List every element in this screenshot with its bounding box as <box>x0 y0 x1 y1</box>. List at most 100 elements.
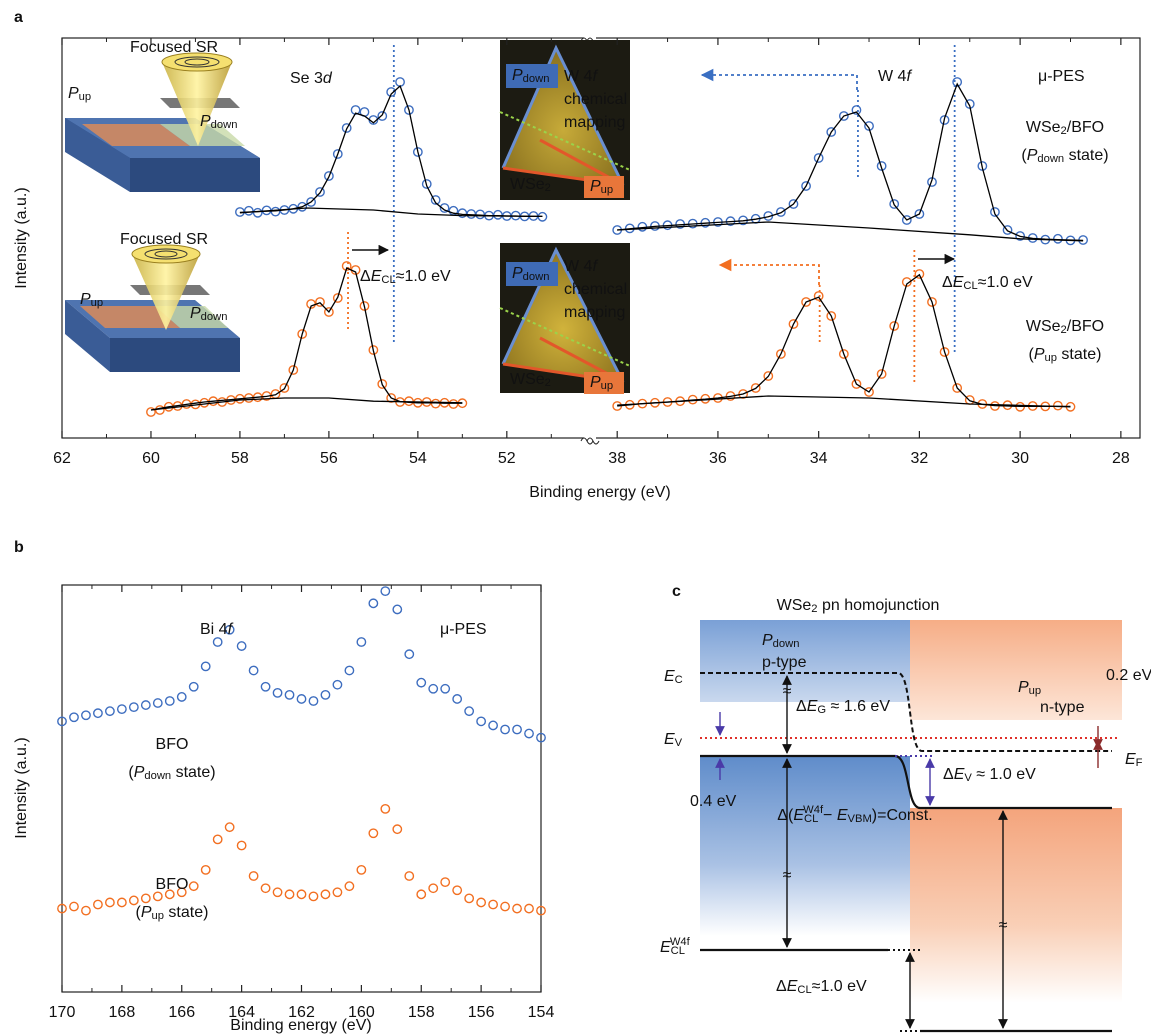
data-point <box>118 898 126 906</box>
text-span: state) <box>1057 346 1101 363</box>
text-span: W 4 <box>564 258 593 275</box>
annotation: (Pdown state) <box>128 764 215 782</box>
text-span: E <box>664 668 675 685</box>
text-span: 2 <box>545 182 551 194</box>
annotation: WSe2/BFO <box>1026 318 1104 336</box>
text-span: Δ <box>942 274 953 291</box>
data-point <box>106 707 114 715</box>
text-span: up <box>601 184 613 196</box>
map-arrow <box>720 265 819 285</box>
text-span: up <box>79 91 91 103</box>
text-span: up <box>1029 685 1041 697</box>
data-point <box>513 904 521 912</box>
text-span: f <box>228 621 234 638</box>
data-point <box>476 210 484 218</box>
data-point <box>467 210 475 218</box>
data-point <box>82 906 90 914</box>
x-tick-label: 34 <box>810 450 828 467</box>
x-tick-label: 52 <box>498 450 516 467</box>
x-tick-label: 170 <box>49 1004 76 1021</box>
x-tick-label: 166 <box>168 1004 195 1021</box>
text-span: f <box>906 68 912 85</box>
data-point <box>405 650 413 658</box>
text-span: C <box>675 674 683 686</box>
annotation: chemical <box>564 281 627 298</box>
data-point <box>381 805 389 813</box>
text-span: WSe <box>510 176 545 193</box>
x-tick-label: 156 <box>468 1004 495 1021</box>
text-span: P <box>512 265 523 282</box>
text-span: 2 <box>545 377 551 389</box>
data-point <box>254 209 262 217</box>
data-point <box>431 399 439 407</box>
text-span: P <box>134 764 145 781</box>
x-tick-label: 62 <box>53 450 71 467</box>
text-span: /BFO <box>1067 318 1104 335</box>
data-point <box>249 666 257 674</box>
annotation: chemical <box>564 91 627 108</box>
diagram-label: ≈ <box>783 867 792 884</box>
text-span: P <box>512 67 523 84</box>
data-point <box>525 729 533 737</box>
data-point <box>142 894 150 902</box>
y-axis-label: Intensity (a.u.) <box>13 187 30 288</box>
text-span: P <box>762 632 773 649</box>
text-span: P <box>1027 147 1038 164</box>
text-span: down <box>773 638 800 650</box>
text-span: E <box>664 731 675 748</box>
data-point <box>441 685 449 693</box>
annotation: μ-PES <box>1038 68 1085 85</box>
text-span: − <box>823 807 837 824</box>
diagram-label: ΔEG ≈ 1.6 eV <box>796 698 890 716</box>
text-span: down <box>144 770 171 782</box>
annotation: (Pdown state) <box>1021 147 1108 165</box>
data-point <box>237 841 245 849</box>
data-point <box>369 829 377 837</box>
annotation: W 4f <box>564 258 598 275</box>
text-span: W4f <box>670 936 691 948</box>
text-span: ≈1.0 eV <box>978 274 1033 291</box>
data-point <box>489 721 497 729</box>
data-point <box>345 882 353 890</box>
annotation: W 4f <box>878 68 912 85</box>
data-point <box>393 605 401 613</box>
data-point <box>489 900 497 908</box>
data-point <box>154 892 162 900</box>
data-point <box>378 112 386 120</box>
text-span: P <box>80 291 91 308</box>
x-tick-label: 58 <box>231 450 249 467</box>
annotation: Pdown <box>200 113 237 131</box>
data-point <box>130 703 138 711</box>
data-point <box>82 711 90 719</box>
text-span: CL <box>797 984 811 996</box>
text-span: up <box>1045 352 1057 364</box>
data-point <box>429 685 437 693</box>
annotation: ΔECL≈1.0 eV <box>942 274 1033 292</box>
data-point <box>154 699 162 707</box>
y-axis-label: Intensity (a.u.) <box>13 737 30 838</box>
data-point <box>213 835 221 843</box>
x-tick-label: 154 <box>528 1004 555 1021</box>
diagram-label: ≈ <box>999 917 1008 934</box>
data-point <box>190 683 198 691</box>
data-point <box>297 890 305 898</box>
text-span: WSe <box>1026 119 1061 136</box>
slab-front <box>110 338 240 372</box>
text-span: CL <box>963 280 977 292</box>
data-point <box>142 701 150 709</box>
map-arrow <box>702 75 857 90</box>
data-point <box>501 902 509 910</box>
data-point <box>202 662 210 670</box>
text-span: Δ <box>360 268 371 285</box>
annotation: Pup <box>68 85 91 103</box>
data-point <box>1054 401 1062 409</box>
diagram-label: ECLW4f <box>660 936 691 957</box>
text-span: state) <box>164 904 208 921</box>
data-point <box>285 890 293 898</box>
diagram-label: ≈ <box>783 683 792 700</box>
diagram-label: 0.4 eV <box>690 793 737 810</box>
annotation: Pdown <box>190 305 227 323</box>
data-point <box>441 878 449 886</box>
text-span: V <box>675 737 683 749</box>
text-span: ≈ 1.0 eV <box>972 766 1036 783</box>
